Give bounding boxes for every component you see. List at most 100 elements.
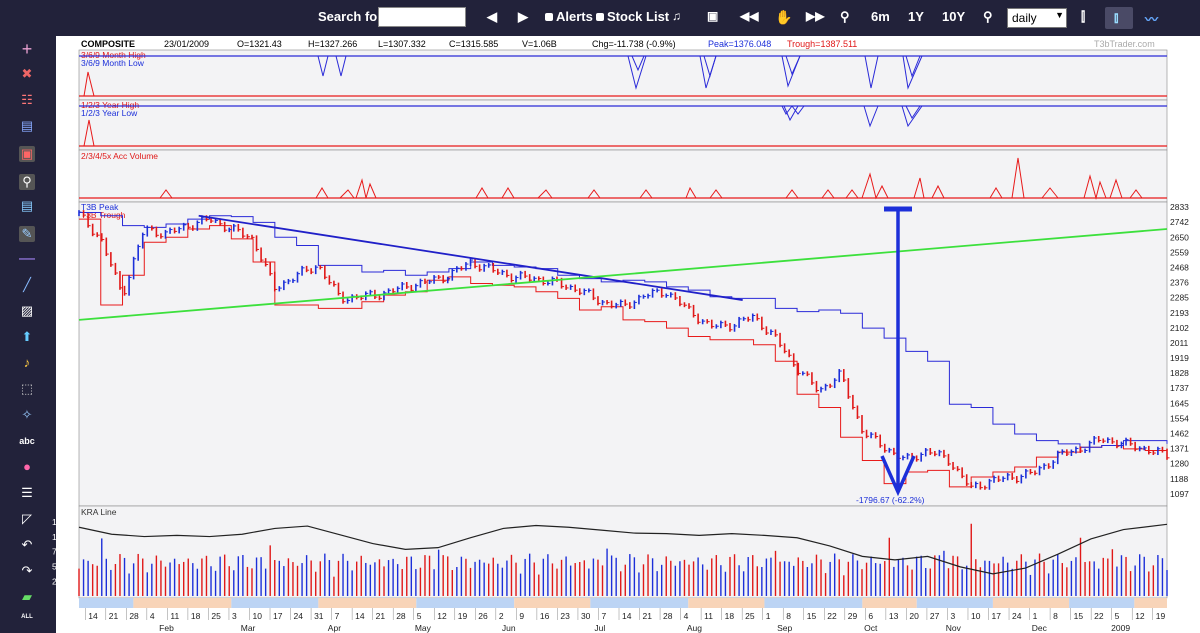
- grid-icon[interactable]: ☰: [21, 485, 33, 500]
- range-1y-button[interactable]: 1Y: [908, 9, 924, 24]
- stocklist-toggle[interactable]: Stock List: [596, 9, 669, 24]
- next-icon[interactable]: ▶: [518, 9, 528, 24]
- x-tick-label: 18: [725, 611, 735, 621]
- clear-all-icon[interactable]: ▰: [22, 589, 32, 604]
- draw-icon[interactable]: ✎: [19, 226, 35, 242]
- prev-icon[interactable]: ◀: [487, 9, 497, 24]
- x-tick-label: 22: [1094, 611, 1104, 621]
- x-tick-label: 31: [314, 611, 324, 621]
- checkbox-icon[interactable]: [545, 13, 553, 21]
- price-tick-label: 2833: [1170, 202, 1189, 212]
- x-tick-label: 4: [684, 611, 689, 621]
- bar-chart-icon[interactable]: ⫾: [1105, 7, 1133, 29]
- t3b-trough-label: T3B Trough: [81, 210, 126, 220]
- x-tick-label: 7: [335, 611, 340, 621]
- year-high-label: 1/2/3 Year High: [81, 100, 139, 110]
- x-tick-label: 28: [663, 611, 673, 621]
- time-stripe: [79, 598, 1167, 608]
- text-icon[interactable]: abc: [19, 436, 35, 446]
- range-10y-button[interactable]: 10Y: [942, 9, 966, 24]
- time-stripe-segment: [916, 598, 993, 608]
- kra-line-label: KRA Line: [81, 507, 117, 517]
- add-icon[interactable]: +: [21, 39, 33, 59]
- template-icon[interactable]: ☷: [21, 92, 33, 107]
- up-arrow-icon[interactable]: ⬆: [21, 329, 33, 344]
- x-tick-label: 15: [1074, 611, 1084, 621]
- x-tick-label: 12: [437, 611, 447, 621]
- peak-label: Peak=1376.048: [708, 39, 771, 49]
- save-icon[interactable]: ▤: [20, 198, 34, 213]
- x-tick-label: 19: [1156, 611, 1166, 621]
- line-chart-icon[interactable]: 〰: [1145, 12, 1159, 27]
- volume-tick-label: 10.1B: [52, 532, 75, 542]
- alerts-toggle[interactable]: Alerts: [545, 9, 593, 24]
- x-tick-label: 21: [109, 611, 119, 621]
- x-tick-label: 21: [376, 611, 386, 621]
- horizontal-line-icon[interactable]: —: [19, 250, 35, 267]
- search-input[interactable]: [378, 7, 466, 27]
- x-tick-label: 7: [601, 611, 606, 621]
- x-tick-label: 18: [191, 611, 201, 621]
- price-tick-label: 2559: [1170, 247, 1189, 257]
- x-tick-label: 23: [560, 611, 570, 621]
- delete-icon[interactable]: ✖: [21, 66, 33, 81]
- forward-icon[interactable]: ▶▶: [806, 9, 825, 23]
- rewind-icon[interactable]: ◀◀: [740, 9, 759, 23]
- zoom-out-icon[interactable]: ⚲: [983, 9, 993, 24]
- price-tick-label: 1371: [1170, 444, 1189, 454]
- time-stripe-segment: [231, 598, 319, 608]
- interval-select[interactable]: daily ▼: [1007, 8, 1067, 28]
- month-high-label: 3/6/9 Month High: [81, 50, 146, 60]
- alert-icon[interactable]: ♪: [23, 355, 31, 370]
- palette-icon[interactable]: ▣: [19, 146, 35, 162]
- price-tick-label: 1919: [1170, 353, 1189, 363]
- x-tick-label: 4: [150, 611, 155, 621]
- x-tick-label: 10: [252, 611, 262, 621]
- wand-icon[interactable]: ✧: [21, 407, 33, 422]
- price-tick-label: 1645: [1170, 398, 1189, 408]
- x-tick-label: 30: [581, 611, 591, 621]
- x-tick-label: 25: [745, 611, 755, 621]
- x-tick-label: 19: [458, 611, 468, 621]
- bell-icon[interactable]: ♫: [672, 9, 681, 23]
- month-low-label: 3/6/9 Month Low: [81, 58, 145, 68]
- trendline-icon[interactable]: ╱: [23, 277, 31, 292]
- x-tick-label: 11: [704, 611, 713, 621]
- undo-icon[interactable]: ↶: [21, 537, 33, 552]
- fib-icon[interactable]: ▨: [20, 303, 34, 318]
- candle-chart-icon[interactable]: ⫿: [1081, 9, 1086, 24]
- search-label: Search for:: [318, 9, 387, 24]
- time-stripe-segment: [688, 598, 765, 608]
- camera-icon[interactable]: ▣: [707, 9, 719, 23]
- volume-panel: [78, 505, 1168, 599]
- acc-volume-panel: [78, 149, 1168, 203]
- x-tick-label: 20: [909, 611, 919, 621]
- acc-volume-signals: [79, 157, 1167, 200]
- trough-label: Trough=1387.511: [787, 39, 857, 49]
- indicator-icon[interactable]: ▤: [20, 118, 34, 133]
- search-icon[interactable]: ⚲: [19, 174, 35, 190]
- chevron-down-icon: ▼: [1055, 10, 1064, 20]
- x-tick-label: 8: [1053, 611, 1058, 621]
- checkbox-icon[interactable]: [596, 13, 604, 21]
- zoom-in-icon[interactable]: ⚲: [840, 9, 850, 24]
- open-label: O=1321.43: [237, 39, 282, 49]
- x-tick-label: 8: [786, 611, 791, 621]
- redo-icon[interactable]: ↷: [21, 563, 33, 578]
- hand-icon[interactable]: ✋: [775, 9, 793, 25]
- x-tick-label: 17: [273, 611, 283, 621]
- close-label: C=1315.585: [449, 39, 498, 49]
- volume-tick-label: 12.7B: [52, 517, 75, 527]
- box-icon[interactable]: ⬚: [20, 381, 34, 396]
- interval-value: daily: [1012, 11, 1037, 25]
- range-6m-button[interactable]: 6m: [871, 9, 890, 24]
- year-highlow-panel: [78, 99, 1168, 151]
- x-tick-label: 14: [88, 611, 98, 621]
- price-panel: [78, 201, 1168, 507]
- resistance-trendline: [198, 214, 743, 301]
- time-stripe-segment: [514, 598, 591, 608]
- color-icon[interactable]: ●: [23, 459, 31, 474]
- time-stripe-segment: [862, 598, 917, 608]
- fan-icon[interactable]: ◸: [22, 511, 32, 526]
